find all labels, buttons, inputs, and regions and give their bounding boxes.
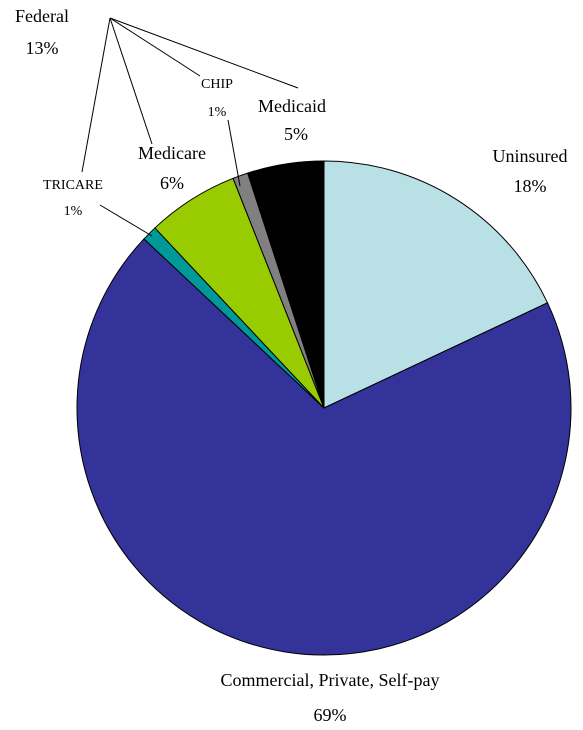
slice-label: Medicaid [258,96,326,116]
slice-value-label: 69% [314,705,347,725]
slice-value-label: 18% [514,176,547,196]
slice-value-label: 5% [284,124,308,144]
slice-label: Commercial, Private, Self-pay [221,670,440,690]
slice-value-label: 1% [208,105,227,120]
pie-slice [76,238,572,656]
leader-line [109,17,299,89]
leader-line [109,17,201,77]
pie-slice [247,160,325,409]
leader-lines [81,17,299,237]
slice-label: TRICARE [43,178,103,193]
annotation-label: Federal [15,6,69,26]
leader-line [109,17,153,145]
pie-slice [323,160,549,409]
slice-value-label: 1% [64,204,83,219]
slice-label: Medicare [138,143,206,163]
slice-value-label: 6% [160,173,184,193]
leader-line [227,119,241,187]
leader-line [81,17,111,173]
slice-label: Uninsured [493,146,568,166]
annotation-value: 13% [26,38,59,58]
leader-line [99,204,153,237]
slice-label: CHIP [201,77,233,92]
